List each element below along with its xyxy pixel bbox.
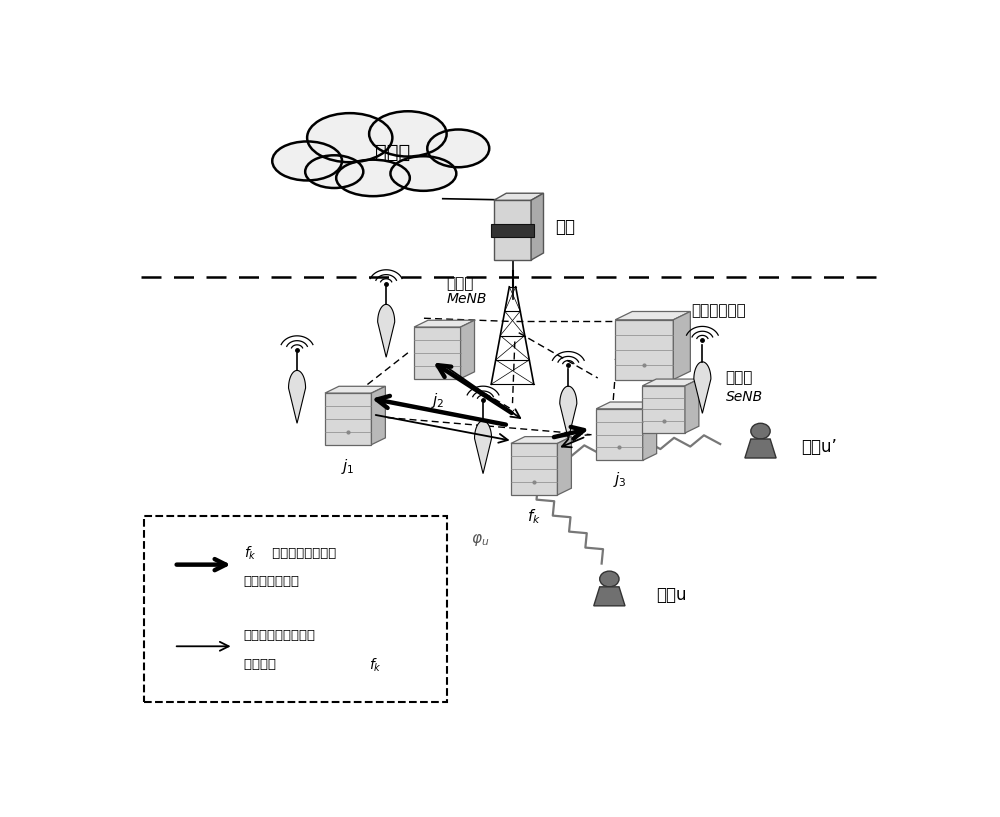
FancyBboxPatch shape [414,327,461,378]
FancyBboxPatch shape [491,224,534,237]
Polygon shape [643,402,657,461]
Text: 果返还给: 果返还给 [244,659,280,672]
Polygon shape [642,379,699,386]
Text: $j_3$: $j_3$ [613,471,626,489]
Ellipse shape [305,155,363,188]
Polygon shape [475,421,492,474]
Text: $f_k$: $f_k$ [369,656,382,673]
Ellipse shape [427,129,489,167]
Polygon shape [560,386,577,439]
FancyBboxPatch shape [494,200,531,260]
Text: 宏基站: 宏基站 [447,276,474,291]
Text: $j_1$: $j_1$ [341,457,355,475]
Ellipse shape [307,113,392,163]
Circle shape [751,423,770,439]
Ellipse shape [390,156,456,191]
Text: 核心云: 核心云 [375,143,410,163]
FancyBboxPatch shape [325,393,371,444]
Polygon shape [615,311,690,319]
Polygon shape [557,436,571,495]
Text: $j_2$: $j_2$ [431,391,444,409]
FancyBboxPatch shape [144,516,447,702]
Circle shape [600,571,619,587]
Text: 用户u: 用户u [656,586,686,604]
Polygon shape [596,402,657,408]
Text: 协作雾节点将处理结: 协作雾节点将处理结 [244,628,316,641]
Text: $f_k$: $f_k$ [527,507,541,525]
Text: 雾集群管理方: 雾集群管理方 [691,303,746,318]
Polygon shape [414,320,475,327]
Polygon shape [511,436,571,444]
Polygon shape [694,362,711,413]
Text: 网关: 网关 [555,218,575,236]
Polygon shape [745,439,776,458]
Text: SeNB: SeNB [726,390,763,404]
Polygon shape [673,311,690,380]
Text: MeNB: MeNB [447,292,487,306]
Ellipse shape [272,141,342,181]
Text: $\varphi_u$: $\varphi_u$ [471,533,489,548]
Polygon shape [531,194,544,260]
Polygon shape [289,370,306,423]
Polygon shape [461,320,475,378]
Polygon shape [325,386,385,393]
Polygon shape [378,305,395,357]
Text: 向其他协作雾节点: 向其他协作雾节点 [268,547,337,560]
Polygon shape [494,194,544,200]
Polygon shape [685,379,699,433]
FancyBboxPatch shape [596,408,643,461]
Text: $f_k$: $f_k$ [244,545,256,562]
Text: 转发分配的负载: 转发分配的负载 [244,575,300,588]
Ellipse shape [369,111,447,157]
FancyBboxPatch shape [642,386,685,433]
Text: 用户u’: 用户u’ [801,438,837,456]
FancyBboxPatch shape [615,319,673,380]
Text: 小基站: 小基站 [726,370,753,386]
Polygon shape [594,587,625,606]
FancyBboxPatch shape [511,444,557,495]
Polygon shape [371,386,385,444]
Ellipse shape [336,159,410,196]
